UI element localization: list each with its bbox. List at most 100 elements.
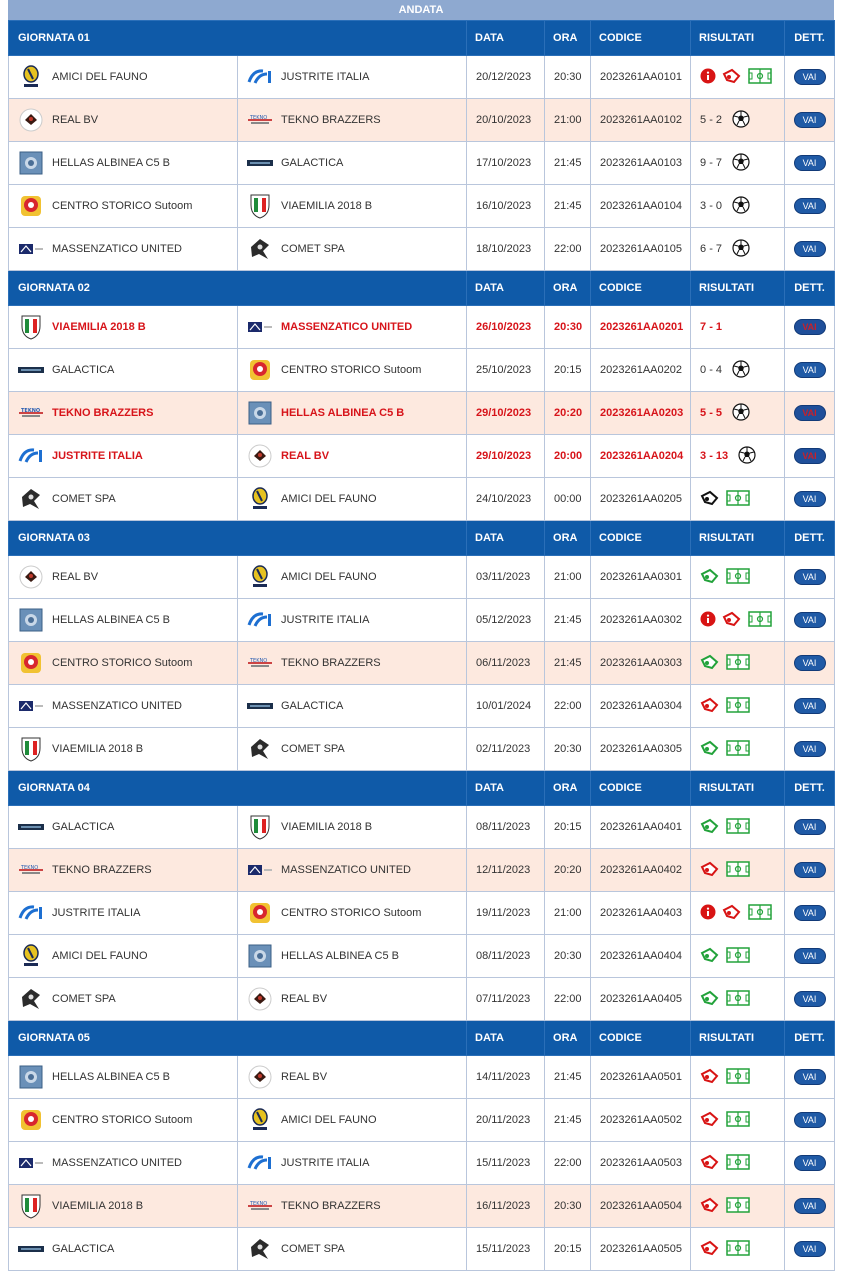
home-team: MASSENZATICO UNITED: [18, 693, 237, 719]
away-team: TEKNO TEKNO BRAZZERS: [247, 1193, 466, 1219]
vai-button[interactable]: VAI: [793, 241, 826, 257]
vai-button[interactable]: VAI: [793, 1241, 826, 1257]
info-icon[interactable]: [700, 904, 716, 923]
whistle-green-icon[interactable]: [700, 740, 720, 759]
match-date: 18/10/2023: [466, 227, 546, 271]
whistle-red-icon[interactable]: [700, 1154, 720, 1173]
match-row: CENTRO STORICO Sutoom AMICI DEL FAUNO 20/1…: [8, 1098, 836, 1142]
match-date: 19/11/2023: [466, 891, 546, 935]
away-team-name: REAL BV: [281, 450, 330, 462]
vai-button[interactable]: VAI: [793, 698, 826, 714]
vai-button[interactable]: VAI: [793, 991, 826, 1007]
match-result: [700, 1196, 784, 1216]
vai-button[interactable]: VAI: [793, 491, 826, 507]
field-icon[interactable]: [726, 860, 750, 880]
away-team: HELLAS ALBINEA C5 B: [247, 400, 466, 426]
whistle-green-icon[interactable]: [700, 568, 720, 587]
whistle-red-icon[interactable]: [700, 697, 720, 716]
away-team-cell: VIAEMILIA 2018 B: [236, 184, 468, 228]
team-logo-icon: [18, 357, 44, 383]
vai-button[interactable]: VAI: [793, 1112, 826, 1128]
match-details-cell: VAI: [784, 684, 836, 728]
field-icon[interactable]: [726, 1239, 750, 1259]
vai-button[interactable]: VAI: [793, 1155, 826, 1171]
field-icon[interactable]: [726, 696, 750, 716]
whistle-red-icon[interactable]: [722, 611, 742, 630]
column-header-dett: DETT.: [784, 270, 836, 306]
vai-button[interactable]: VAI: [793, 1069, 826, 1085]
field-icon[interactable]: [748, 67, 772, 87]
whistle-red-icon[interactable]: [722, 904, 742, 923]
vai-button[interactable]: VAI: [793, 405, 826, 421]
vai-button[interactable]: VAI: [793, 905, 826, 921]
field-icon[interactable]: [726, 1067, 750, 1087]
away-team-cell: TEKNO TEKNO BRAZZERS: [236, 98, 468, 142]
match-code: 2023261AA0203: [590, 391, 692, 435]
vai-button[interactable]: VAI: [793, 112, 826, 128]
match-score: 3 - 0: [700, 200, 723, 212]
field-icon[interactable]: [726, 1153, 750, 1173]
whistle-red-icon[interactable]: [700, 1111, 720, 1130]
match-date: 20/11/2023: [466, 1098, 546, 1142]
whistle-red-icon[interactable]: [700, 1068, 720, 1087]
whistle-green-icon[interactable]: [700, 818, 720, 837]
vai-button[interactable]: VAI: [793, 612, 826, 628]
column-header-data: DATA: [466, 770, 546, 806]
vai-button[interactable]: VAI: [793, 1198, 826, 1214]
home-team-cell: TEKNO TEKNO BRAZZERS: [8, 391, 238, 435]
home-team-cell: HELLAS ALBINEA C5 B: [8, 1055, 238, 1099]
match-date: 08/11/2023: [466, 805, 546, 849]
vai-button[interactable]: VAI: [793, 741, 826, 757]
match-time: 20:30: [544, 55, 592, 99]
whistle-red-icon[interactable]: [700, 1240, 720, 1259]
column-header-risultati: RISULTATI: [690, 770, 786, 806]
away-team: REAL BV: [247, 1064, 466, 1090]
field-icon[interactable]: [726, 989, 750, 1009]
match-code: 2023261AA0403: [590, 891, 692, 935]
match-row: HELLAS ALBINEA C5 B GALACTICA 17/10/2023 21…: [8, 141, 836, 185]
match-result-cell: [690, 727, 786, 771]
vai-button[interactable]: VAI: [793, 155, 826, 171]
match-result: 3 - 0: [700, 195, 784, 217]
field-icon[interactable]: [726, 489, 750, 509]
vai-button[interactable]: VAI: [793, 655, 826, 671]
vai-button[interactable]: VAI: [793, 362, 826, 378]
info-icon[interactable]: [700, 68, 716, 87]
vai-button[interactable]: VAI: [793, 448, 826, 464]
vai-button[interactable]: VAI: [793, 319, 826, 335]
vai-button[interactable]: VAI: [793, 819, 826, 835]
field-icon[interactable]: [726, 567, 750, 587]
team-logo-icon: [18, 736, 44, 762]
column-header-ora: ORA: [544, 770, 592, 806]
field-icon[interactable]: [748, 610, 772, 630]
home-team-cell: AMICI DEL FAUNO: [8, 934, 238, 978]
field-icon[interactable]: [726, 739, 750, 759]
vai-button[interactable]: VAI: [793, 569, 826, 585]
column-header-codice: CODICE: [590, 270, 692, 306]
field-icon[interactable]: [726, 1110, 750, 1130]
whistle-red-icon[interactable]: [722, 68, 742, 87]
field-icon[interactable]: [726, 817, 750, 837]
match-result: 6 - 7: [700, 238, 784, 260]
field-icon[interactable]: [748, 903, 772, 923]
match-date: 29/10/2023: [466, 434, 546, 478]
info-icon[interactable]: [700, 611, 716, 630]
match-result-cell: [690, 977, 786, 1021]
team-logo-icon: [18, 986, 44, 1012]
field-icon[interactable]: [726, 946, 750, 966]
whistle-red-icon[interactable]: [700, 1197, 720, 1216]
whistle-green-icon[interactable]: [700, 654, 720, 673]
field-icon[interactable]: [726, 1196, 750, 1216]
whistle-green-icon[interactable]: [700, 947, 720, 966]
match-details-cell: VAI: [784, 184, 836, 228]
field-icon[interactable]: [726, 653, 750, 673]
whistle-black-icon[interactable]: [700, 490, 720, 509]
vai-button[interactable]: VAI: [793, 862, 826, 878]
whistle-red-icon[interactable]: [700, 861, 720, 880]
home-team-name: AMICI DEL FAUNO: [52, 950, 148, 962]
vai-button[interactable]: VAI: [793, 948, 826, 964]
vai-button[interactable]: VAI: [793, 69, 826, 85]
team-logo-icon: [247, 150, 273, 176]
vai-button[interactable]: VAI: [793, 198, 826, 214]
whistle-green-icon[interactable]: [700, 990, 720, 1009]
